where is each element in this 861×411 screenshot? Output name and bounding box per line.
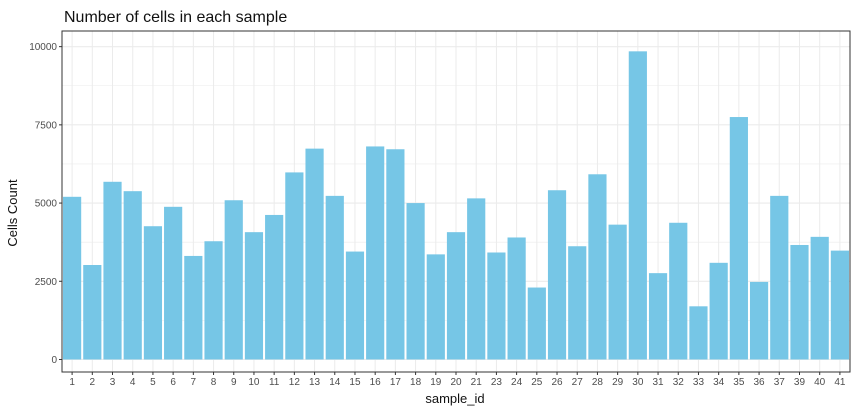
y-tick-label: 7500 (35, 120, 58, 131)
bar (608, 224, 627, 360)
x-tick-label: 30 (632, 377, 644, 388)
x-tick-label: 31 (652, 377, 664, 388)
x-tick-label: 33 (693, 377, 705, 388)
x-axis: 1 2 3 4 5 6 7 8 9 10 11 12 13 14 15 16 17 18 19 20 21 23 24 25 2… (69, 372, 846, 388)
bar (265, 214, 284, 360)
x-tick-label: 40 (814, 377, 826, 388)
bar (83, 265, 102, 360)
x-tick-label: 7 (191, 377, 197, 388)
x-tick-label: 28 (592, 377, 604, 388)
x-tick-label: 5 (150, 377, 156, 388)
bar (143, 226, 163, 360)
x-tick-label: 9 (231, 377, 237, 388)
bar (628, 51, 647, 360)
bar (830, 250, 849, 360)
bar (547, 190, 567, 360)
bar (588, 174, 607, 360)
bar (709, 262, 728, 360)
bar (689, 306, 708, 360)
bar (790, 244, 809, 360)
x-axis-label: sample_id (425, 391, 484, 406)
bar (810, 236, 829, 360)
bar (123, 191, 142, 360)
bar (426, 254, 445, 360)
y-tick-label: 2500 (35, 277, 58, 288)
x-tick-label: 36 (754, 377, 766, 388)
x-tick-label: 26 (551, 377, 563, 388)
x-tick-label: 11 (269, 377, 280, 388)
x-tick-label: 2 (90, 377, 96, 388)
x-tick-label: 24 (511, 377, 523, 388)
bar (285, 172, 304, 360)
bars (63, 51, 849, 360)
bar (749, 281, 769, 360)
bar (568, 246, 587, 360)
bar (770, 195, 789, 360)
x-tick-label: 19 (430, 377, 442, 388)
bar (527, 287, 546, 360)
bar (325, 195, 344, 360)
x-tick-label: 35 (733, 377, 745, 388)
bar (446, 232, 466, 360)
bar (204, 241, 223, 360)
x-tick-label: 4 (130, 377, 136, 388)
bar (63, 196, 82, 360)
x-tick-label: 23 (491, 377, 503, 388)
x-tick-label: 25 (531, 377, 543, 388)
bar (184, 255, 203, 360)
y-tick-label: 10000 (29, 42, 57, 53)
bar (648, 273, 668, 360)
x-tick-label: 10 (248, 377, 260, 388)
x-tick-label: 3 (110, 377, 116, 388)
x-tick-label: 37 (774, 377, 786, 388)
x-tick-label: 12 (289, 377, 301, 388)
x-tick-label: 27 (572, 377, 584, 388)
x-tick-label: 32 (673, 377, 685, 388)
x-tick-label: 34 (713, 377, 725, 388)
bar (406, 203, 425, 360)
bar (164, 206, 183, 360)
bar (487, 252, 506, 360)
bar (305, 148, 324, 360)
y-tick-label: 0 (51, 355, 57, 366)
bar (507, 237, 526, 360)
x-tick-label: 8 (211, 377, 217, 388)
y-axis-label: Cells Count (5, 179, 20, 247)
x-tick-label: 29 (612, 377, 624, 388)
x-tick-label: 14 (329, 377, 341, 388)
y-tick-label: 5000 (35, 199, 58, 210)
chart-title: Number of cells in each sample (64, 9, 287, 26)
bar (345, 251, 365, 360)
bar (729, 117, 748, 360)
x-tick-label: 21 (471, 377, 483, 388)
bar (224, 200, 243, 360)
bar (467, 198, 486, 360)
x-tick-label: 39 (794, 377, 806, 388)
bar (366, 146, 385, 360)
x-tick-label: 18 (410, 377, 422, 388)
x-tick-label: 17 (390, 377, 402, 388)
x-tick-label: 20 (450, 377, 462, 388)
x-tick-label: 6 (170, 377, 176, 388)
bar (103, 181, 122, 360)
x-tick-label: 15 (349, 377, 361, 388)
bar (244, 232, 264, 360)
y-axis: 0 2500 5000 7500 10000 (29, 42, 62, 366)
x-tick-label: 41 (834, 377, 846, 388)
x-tick-label: 1 (69, 377, 75, 388)
bar (386, 149, 405, 360)
x-tick-label: 16 (370, 377, 382, 388)
bar (669, 222, 688, 360)
x-tick-label: 13 (309, 377, 321, 388)
